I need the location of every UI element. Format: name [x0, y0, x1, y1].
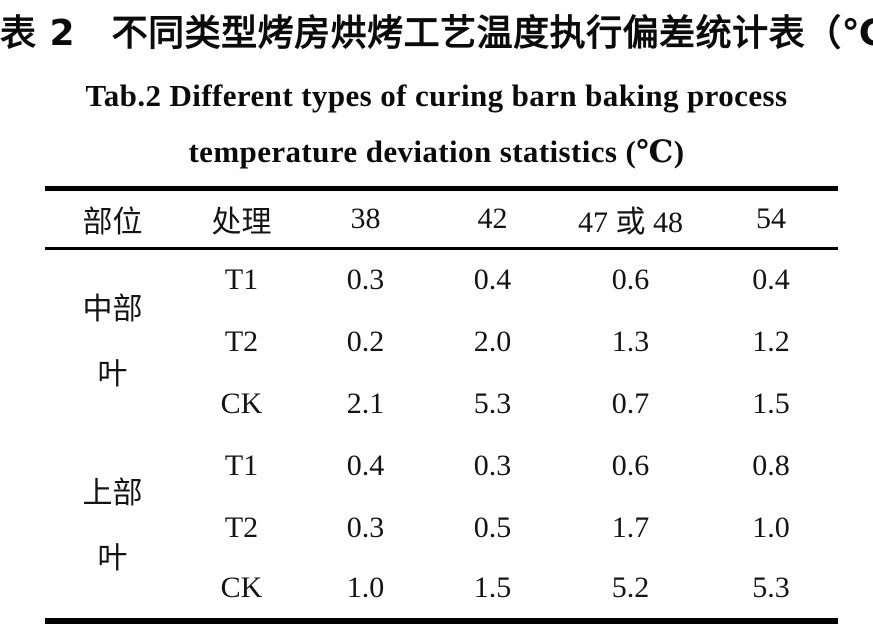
- value-cell: 0.2: [346, 324, 385, 358]
- value-cell: 1.3: [611, 324, 650, 358]
- value-cell: 0.6: [611, 448, 650, 482]
- table-row: 上部 叶 T1 0.4 0.3 0.6 0.8: [45, 435, 838, 576]
- group-label-line: 上部: [82, 477, 143, 510]
- treatment-cell: CK: [220, 571, 263, 604]
- value-cell: 1.0: [752, 510, 790, 544]
- value-cell: 1.0: [346, 571, 385, 604]
- treatment-cell: CK: [220, 386, 263, 420]
- header-cell-part: 部位: [45, 188, 180, 250]
- value-cell: 1.2: [752, 324, 790, 358]
- value-cell: 2.1: [346, 386, 385, 420]
- value-cell: 0.4: [346, 448, 385, 482]
- value-cell: 5.3: [752, 571, 790, 604]
- value-cell: 0.4: [752, 263, 790, 297]
- treatment-cell: T2: [224, 510, 259, 544]
- treatment-cell: T2: [224, 324, 259, 358]
- table-row: T2 0.2 2.0 1.3 1.2: [45, 311, 838, 373]
- table-row: CK 1.0 1.5 5.2 5.3: [45, 559, 838, 621]
- table-header-row: 部位 处理 38 42 47 或 48 54: [45, 188, 838, 250]
- group-label-upper-leaf: 上部 叶: [45, 435, 180, 621]
- value-cell: 0.6: [611, 263, 650, 297]
- value-cell: 2.0: [473, 324, 512, 358]
- header-cell-temp-42: 42: [428, 188, 557, 250]
- group-label-middle-leaf: 中部 叶: [45, 249, 180, 435]
- value-cell: 0.5: [473, 510, 512, 544]
- value-cell: 0.3: [346, 263, 385, 297]
- header-cell-temp-38: 38: [303, 188, 428, 250]
- table-row: 中部 叶 T1 0.3 0.4 0.6 0.4: [45, 249, 838, 391]
- value-cell: 0.8: [752, 448, 790, 482]
- header-cell-temp-54: 54: [704, 188, 838, 250]
- header-cell-temp-47-48: 47 或 48: [557, 188, 704, 250]
- value-cell: 5.3: [473, 386, 512, 420]
- table-title-chinese: 表 2 不同类型烤房烘烤工艺温度执行偏差统计表（℃）: [0, 13, 873, 54]
- value-cell: 0.7: [611, 386, 650, 420]
- value-cell: 0.3: [346, 510, 385, 544]
- value-cell: 1.7: [611, 510, 650, 544]
- value-cell: 0.4: [473, 263, 512, 297]
- value-cell: 1.5: [752, 386, 790, 420]
- table-row: CK 2.1 5.3 0.7 1.5: [45, 373, 838, 435]
- temperature-deviation-table: 部位 处理 38 42 47 或 48 54 中部 叶 T1 0.3 0.4 0…: [45, 186, 838, 624]
- value-cell: 1.5: [473, 571, 512, 604]
- group-label-line: 叶: [97, 542, 128, 575]
- table-title-english-line1: Tab.2 Different types of curing barn bak…: [85, 78, 788, 113]
- treatment-cell: T1: [224, 448, 259, 482]
- group-label-line: 中部: [82, 293, 143, 327]
- group-label-line: 叶: [97, 358, 128, 392]
- header-cell-treatment: 处理: [180, 188, 303, 250]
- table-row: T2 0.3 0.5 1.7 1.0: [45, 497, 838, 559]
- table-title-english-line2: temperature deviation statistics (℃): [188, 134, 685, 169]
- value-cell: 0.3: [473, 448, 512, 482]
- treatment-cell: T1: [224, 263, 259, 297]
- value-cell: 5.2: [611, 571, 650, 604]
